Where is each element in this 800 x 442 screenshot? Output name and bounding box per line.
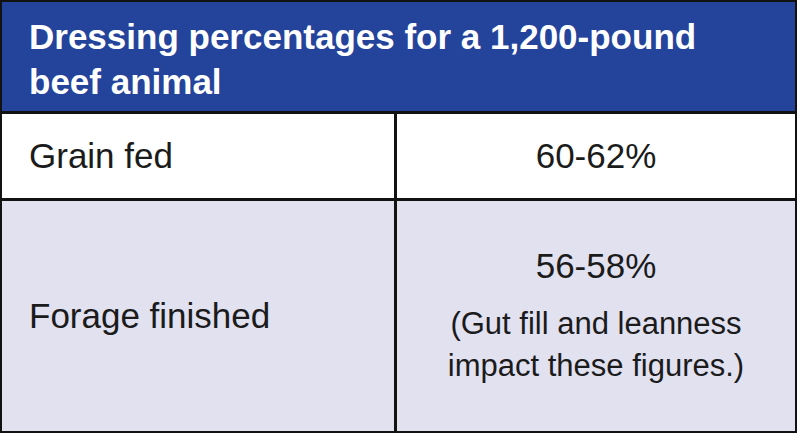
row-note-forage-finished: (Gut fill and leanness impact these figu… <box>406 303 786 387</box>
row-label-grain-fed: Grain fed <box>2 114 397 198</box>
row-value-cell-forage-finished: 56-58% (Gut fill and leanness impact the… <box>397 201 795 431</box>
row-value-forage-finished: 56-58% <box>536 245 657 287</box>
table-title-line-2: beef animal <box>29 59 775 104</box>
row-label-forage-finished: Forage finished <box>2 201 397 431</box>
table-title-bar: Dressing percentages for a 1,200-pound b… <box>2 2 795 114</box>
dressing-percentages-table: Dressing percentages for a 1,200-pound b… <box>0 0 797 433</box>
row-value-grain-fed: 60-62% <box>536 135 657 177</box>
table-title-line-1: Dressing percentages for a 1,200-pound <box>29 14 775 59</box>
table-row-grain-fed: Grain fed 60-62% <box>2 114 795 201</box>
table-row-forage-finished: Forage finished 56-58% (Gut fill and lea… <box>2 201 795 431</box>
row-value-cell-grain-fed: 60-62% <box>397 114 795 198</box>
